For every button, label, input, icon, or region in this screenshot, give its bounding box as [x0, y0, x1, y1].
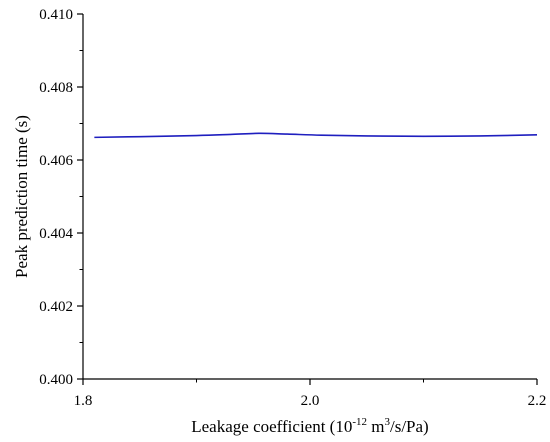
y-tick-label: 0.408 — [39, 80, 73, 96]
x-axis-title-exponent-2: 3 — [385, 416, 391, 428]
x-axis-title: Leakage coefficient (10-12 m3/s/Pa) — [191, 416, 428, 436]
y-axis-title: Peak prediction time (s) — [12, 115, 31, 278]
y-tick-label: 0.406 — [39, 153, 73, 169]
y-tick-label: 0.404 — [39, 226, 73, 242]
y-tick-label: 0.400 — [39, 372, 73, 388]
series-line — [94, 132, 538, 139]
y-tick-label: 0.410 — [39, 7, 73, 23]
x-axis-title-mid: m — [367, 417, 384, 436]
x-axis-title-suffix: /s/Pa) — [390, 417, 429, 436]
x-axis-title-exponent-1: -12 — [352, 416, 367, 428]
axes — [82, 14, 537, 380]
y-tick-label: 0.402 — [39, 299, 73, 315]
x-tick-label: 2.2 — [528, 393, 547, 409]
x-tick-label: 1.8 — [74, 393, 93, 409]
series-layer — [94, 132, 538, 139]
x-axis-title-prefix: Leakage coefficient (10 — [191, 417, 352, 436]
ticks: 1.8 2.0 2.2 0.400 0.402 0.404 0.406 0.408 0.410 — [39, 7, 546, 409]
x-tick-label: 2.0 — [301, 393, 320, 409]
